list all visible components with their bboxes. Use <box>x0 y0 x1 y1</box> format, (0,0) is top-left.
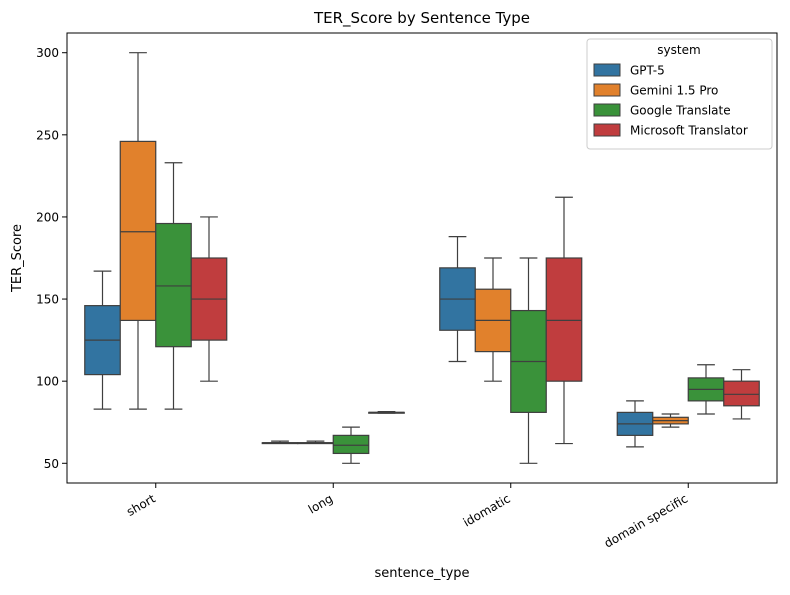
box-group <box>297 440 334 445</box>
y-tick-label: 100 <box>36 375 59 389</box>
box-group <box>155 162 192 410</box>
chart-title: TER_Score by Sentence Type <box>313 9 530 28</box>
y-axis: 50 100 150 200 250 300 <box>36 46 67 471</box>
box-group <box>439 236 476 363</box>
box-group <box>545 196 583 445</box>
legend-title: system <box>657 43 700 57</box>
plot-frame <box>66 32 778 484</box>
x-tick-label: idomatic <box>461 491 513 529</box>
y-tick-label: 250 <box>36 128 59 142</box>
legend-swatch <box>593 103 621 117</box>
y-tick-label: 200 <box>36 210 59 224</box>
boxes-layer <box>84 52 760 464</box>
x-tick-label: short <box>124 491 158 519</box>
box <box>723 380 760 407</box>
y-tick-label: 300 <box>36 46 59 60</box>
x-axis: short long idomatic domain specific <box>124 483 690 551</box>
legend-swatch <box>593 83 621 97</box>
box-group <box>510 257 547 464</box>
legend-label: Gemini 1.5 Pro <box>630 84 718 98</box>
box <box>332 434 370 455</box>
box-group <box>652 413 689 428</box>
y-axis-label: TER_Score <box>10 224 25 293</box>
box <box>545 257 583 382</box>
box-group <box>368 410 405 414</box>
box-group <box>119 52 157 410</box>
x-tick-label: long <box>306 491 335 516</box>
legend-label: GPT-5 <box>630 64 665 78</box>
legend-frame <box>586 38 773 150</box>
box-group <box>687 364 725 415</box>
y-tick-label: 150 <box>36 293 59 307</box>
x-axis-label: sentence_type <box>374 566 469 581</box>
legend-label: Microsoft Translator <box>630 124 748 138</box>
box <box>119 140 157 322</box>
box-group <box>190 216 228 382</box>
box <box>155 222 192 348</box>
legend-label: Google Translate <box>630 104 731 118</box>
legend-items: GPT-5 Gemini 1.5 Pro Google Translate Micro… <box>593 63 748 138</box>
legend-swatch <box>593 63 621 77</box>
box-group <box>474 257 512 382</box>
y-tick-label: 50 <box>44 457 59 471</box>
box-group <box>332 426 370 464</box>
box-group <box>84 270 121 410</box>
legend-swatch <box>593 123 621 137</box>
box-group <box>723 369 760 420</box>
legend: system GPT-5 Gemini 1.5 Pro Google Transla… <box>586 38 773 150</box>
x-tick-label: domain specific <box>602 491 691 550</box>
box-group <box>261 440 299 445</box>
box-group <box>616 400 654 448</box>
